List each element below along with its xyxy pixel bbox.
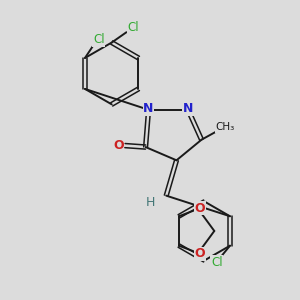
Text: CH₃: CH₃ — [215, 122, 235, 132]
Text: O: O — [194, 248, 205, 260]
Text: O: O — [194, 202, 205, 214]
Text: Cl: Cl — [93, 33, 105, 46]
Text: Cl: Cl — [127, 21, 139, 34]
Text: Cl: Cl — [211, 256, 223, 269]
Text: N: N — [183, 102, 194, 115]
Text: H: H — [145, 196, 155, 209]
Text: N: N — [143, 102, 154, 115]
Text: O: O — [113, 139, 124, 152]
